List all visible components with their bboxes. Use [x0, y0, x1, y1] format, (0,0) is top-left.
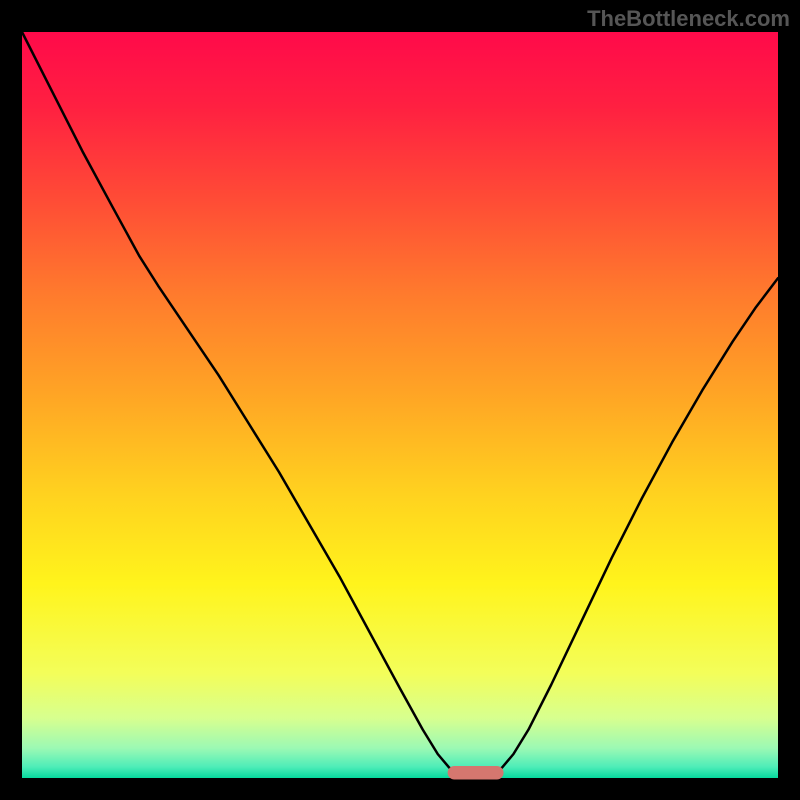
watermark-text: TheBottleneck.com: [587, 6, 790, 32]
optimal-marker: [448, 766, 504, 779]
plot-background: [22, 32, 778, 778]
